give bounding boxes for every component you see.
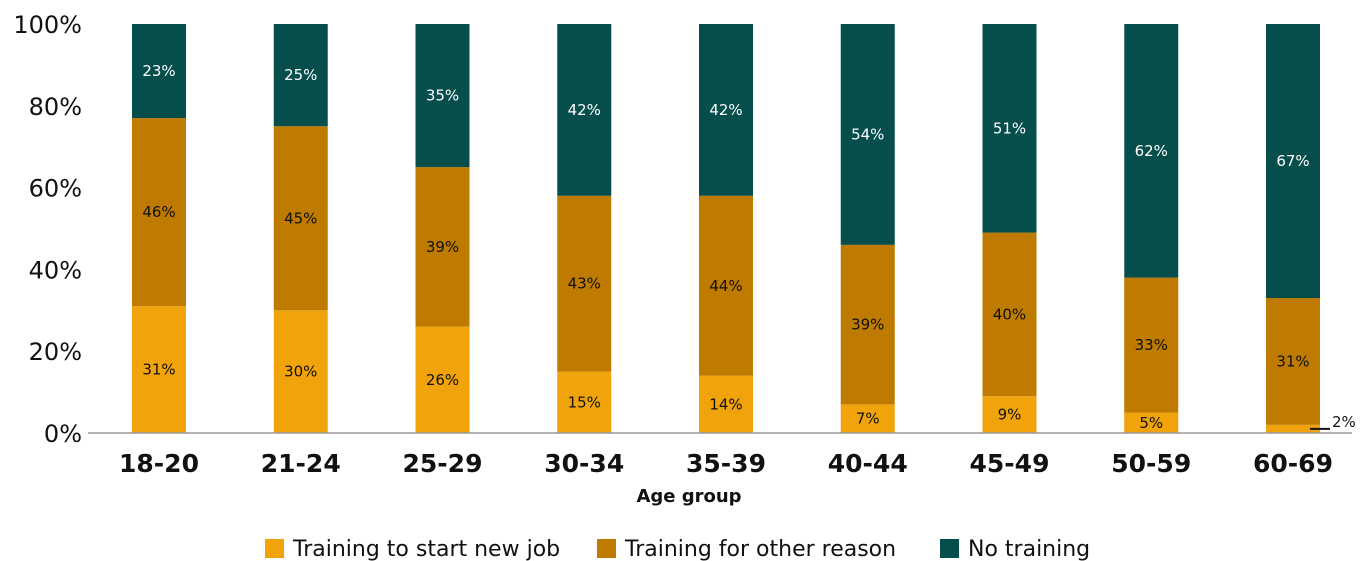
y-tick-label: 60% [29,175,82,203]
bar-segment [840,244,895,405]
y-tick-label: 100% [13,11,82,39]
data-label: 39% [426,238,459,256]
data-label: 5% [1139,414,1163,432]
data-label: 44% [709,277,742,295]
legend-swatch [265,539,284,558]
bar-segment [1124,277,1179,413]
data-label: 25% [284,66,317,84]
legend-label: Training for other reason [624,537,896,561]
bar-segment [982,24,1037,233]
data-label: 35% [426,87,459,105]
data-label: 31% [1276,352,1309,370]
data-label: 15% [568,393,601,411]
legend-swatch [597,539,616,558]
bar-segment [699,375,753,433]
legend-item: Training to start new job [265,537,560,561]
bar-segment [415,326,470,433]
bar-segment [1266,424,1320,433]
bar-segment [982,232,1037,397]
y-tick-label: 40% [29,256,82,284]
bar-segment [415,24,470,168]
x-tick-label: 35-39 [686,449,766,478]
bar-segment [132,118,186,307]
bars: 31% 46% 23% 30% 45% 25% 26% 39% 35% 15% 43% 42% 14% 4… [132,24,1356,433]
bar-segment [273,310,328,433]
x-tick-label: 21-24 [261,449,341,478]
bar-segment [132,306,186,433]
legend-label: No training [968,537,1090,561]
legend: Training to start new job Training for ot… [265,537,1090,561]
legend-item: No training [940,537,1090,561]
data-label: 7% [856,410,880,428]
bar-group: 26% 39% 35% [415,24,470,433]
bar-segment [557,371,612,433]
data-label: 39% [851,316,884,334]
data-label: 51% [993,119,1026,137]
data-label: 54% [851,125,884,143]
bar-segment [699,195,753,376]
data-label: 14% [709,395,742,413]
bar-segment [1124,412,1179,433]
data-label: 67% [1276,152,1309,170]
x-axis-title: Age group [636,486,741,507]
bar-group: 9% 40% 51% [982,24,1037,433]
data-label: 62% [1135,142,1168,160]
data-label: 42% [709,101,742,119]
bar-group: 5% 33% 62% [1124,24,1179,433]
x-tick-label: 50-59 [1111,449,1191,478]
data-label: 33% [1135,336,1168,354]
bar-segment [1124,24,1179,278]
legend-swatch [940,539,959,558]
bar-segment [557,195,612,372]
bar-segment [699,24,753,196]
y-tick-label: 0% [44,420,82,448]
bar-segment [1266,298,1320,425]
bar-segment [273,24,328,127]
x-tick-label: 18-20 [119,449,199,478]
legend-label: Training to start new job [292,537,560,561]
data-label: 31% [142,361,175,379]
data-label: 45% [284,209,317,227]
x-tick-label: 25-29 [403,449,483,478]
data-label: 9% [998,406,1022,424]
y-axis: 0% 20% 40% 60% 80% 100% [13,11,82,448]
data-label: 2% [1332,413,1356,431]
data-label: 23% [142,62,175,80]
bar-segment [273,126,328,311]
y-tick-label: 80% [29,93,82,121]
data-label: 43% [568,275,601,293]
bar-segment [982,396,1037,433]
bar-group: 30% 45% 25% [273,24,328,433]
x-tick-label: 60-69 [1253,449,1333,478]
x-axis: 18-20 21-24 25-29 30-34 35-39 40-44 45-49 50-59… [119,449,1333,478]
bar-group: 2% 31% 67% [1266,24,1356,433]
bar-segment [557,24,612,196]
x-tick-label: 45-49 [970,449,1050,478]
data-label: 30% [284,363,317,381]
bar-segment [415,167,470,327]
bar-group: 15% 43% 42% [557,24,612,433]
bar-segment [840,24,895,245]
bar-segment [840,404,895,433]
data-label: 42% [568,101,601,119]
data-label: 46% [142,203,175,221]
bar-group: 7% 39% 54% [840,24,895,433]
data-label: 26% [426,371,459,389]
x-tick-label: 30-34 [544,449,624,478]
x-tick-label: 40-44 [828,449,908,478]
bar-segment [132,24,186,119]
y-tick-label: 20% [29,338,82,366]
data-label: 40% [993,305,1026,323]
legend-item: Training for other reason [597,537,896,561]
bar-segment [1266,24,1320,299]
bar-group: 31% 46% 23% [132,24,186,433]
bar-group: 14% 44% 42% [699,24,753,433]
